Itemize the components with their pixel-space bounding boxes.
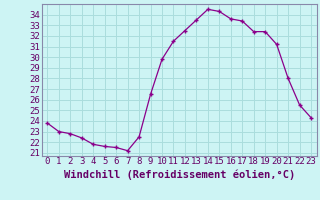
X-axis label: Windchill (Refroidissement éolien,°C): Windchill (Refroidissement éolien,°C) xyxy=(64,169,295,180)
